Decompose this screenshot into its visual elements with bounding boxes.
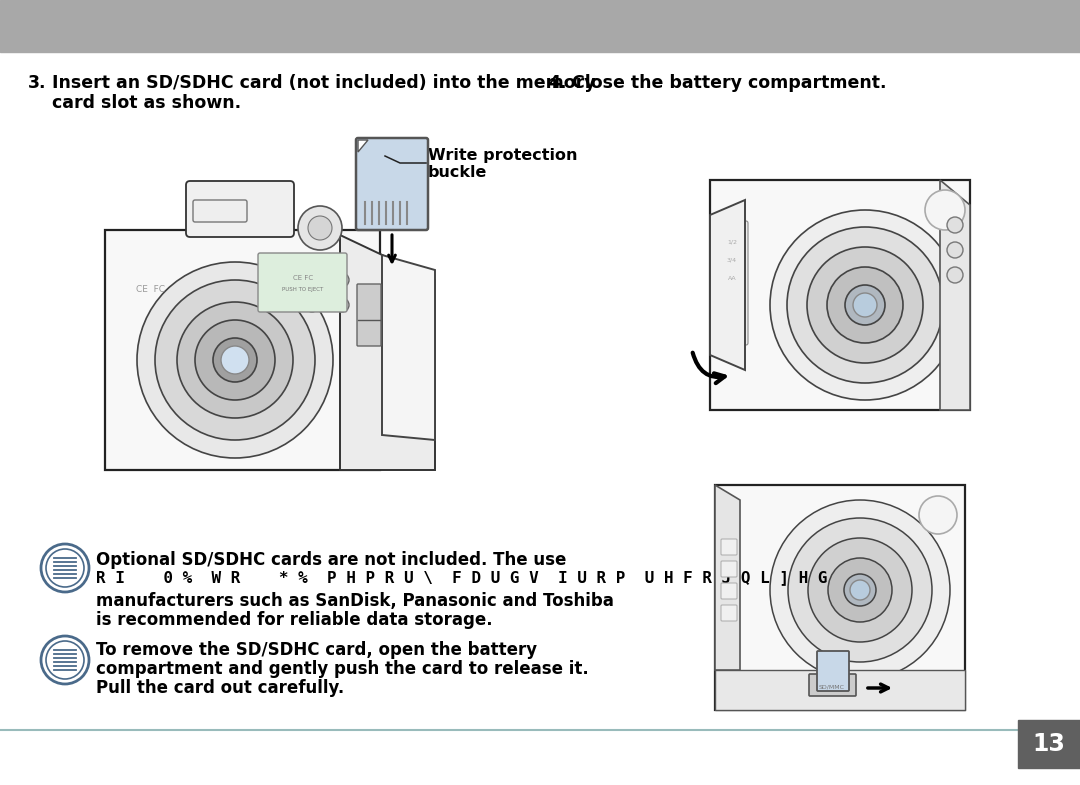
Text: GE: GE xyxy=(929,509,947,521)
Circle shape xyxy=(305,273,319,287)
FancyBboxPatch shape xyxy=(716,221,748,345)
Circle shape xyxy=(41,544,89,592)
Circle shape xyxy=(947,242,963,258)
Text: buckle: buckle xyxy=(428,165,487,180)
Polygon shape xyxy=(715,485,740,670)
Circle shape xyxy=(46,641,84,679)
Circle shape xyxy=(305,298,319,312)
Circle shape xyxy=(845,285,885,325)
Circle shape xyxy=(335,273,349,287)
FancyBboxPatch shape xyxy=(816,651,849,691)
Text: Insert an SD/SDHC card (not included) into the memory: Insert an SD/SDHC card (not included) in… xyxy=(52,74,596,92)
Text: CE  FC: CE FC xyxy=(135,286,164,294)
Text: R I    0 %  W R    * %  P H P R U \  F D U G V  I U R P  U H F R J Q L ] H G: R I 0 % W R * % P H P R U \ F D U G V I … xyxy=(96,570,827,585)
Circle shape xyxy=(221,346,249,374)
Circle shape xyxy=(46,549,84,587)
Circle shape xyxy=(853,293,877,317)
Circle shape xyxy=(843,574,876,606)
Polygon shape xyxy=(710,180,970,410)
Circle shape xyxy=(335,298,349,312)
Circle shape xyxy=(919,496,957,534)
Bar xyxy=(0,0,1080,52)
Text: Close the battery compartment.: Close the battery compartment. xyxy=(572,74,887,92)
Circle shape xyxy=(787,227,943,383)
Circle shape xyxy=(770,500,950,680)
Text: 3/4: 3/4 xyxy=(727,258,737,263)
Circle shape xyxy=(137,262,333,458)
FancyBboxPatch shape xyxy=(193,200,247,222)
Text: CE FC: CE FC xyxy=(293,275,313,281)
Circle shape xyxy=(850,580,870,600)
Polygon shape xyxy=(715,485,966,710)
Polygon shape xyxy=(382,255,435,440)
Circle shape xyxy=(298,206,342,250)
Text: Optional SD/SDHC cards are not included. The use: Optional SD/SDHC cards are not included.… xyxy=(96,551,566,569)
Text: GE: GE xyxy=(935,203,955,217)
Text: is recommended for reliable data storage.: is recommended for reliable data storage… xyxy=(96,611,492,629)
Text: AA: AA xyxy=(728,276,737,281)
Text: Pull the card out carefully.: Pull the card out carefully. xyxy=(96,679,345,697)
Text: 3.: 3. xyxy=(28,74,46,92)
FancyBboxPatch shape xyxy=(809,674,856,696)
Text: compartment and gently push the card to release it.: compartment and gently push the card to … xyxy=(96,660,589,678)
FancyBboxPatch shape xyxy=(721,605,737,621)
Circle shape xyxy=(947,217,963,233)
Circle shape xyxy=(156,280,315,440)
FancyArrowPatch shape xyxy=(692,352,725,383)
Circle shape xyxy=(41,636,89,684)
Circle shape xyxy=(807,247,923,363)
FancyBboxPatch shape xyxy=(357,284,381,346)
Polygon shape xyxy=(105,230,380,470)
Circle shape xyxy=(195,320,275,400)
FancyBboxPatch shape xyxy=(186,181,294,237)
FancyBboxPatch shape xyxy=(258,253,347,312)
FancyBboxPatch shape xyxy=(356,138,428,230)
Polygon shape xyxy=(357,140,370,155)
Text: PUSH TO EJECT: PUSH TO EJECT xyxy=(282,287,324,293)
Text: 1/2: 1/2 xyxy=(727,240,737,245)
Text: 13: 13 xyxy=(1032,732,1066,756)
Circle shape xyxy=(213,338,257,382)
Circle shape xyxy=(947,267,963,283)
Polygon shape xyxy=(710,200,745,370)
Circle shape xyxy=(924,190,966,230)
Polygon shape xyxy=(940,180,970,410)
Polygon shape xyxy=(715,670,966,710)
Circle shape xyxy=(770,210,960,400)
Text: card slot as shown.: card slot as shown. xyxy=(52,94,241,112)
Bar xyxy=(1018,720,1080,768)
Circle shape xyxy=(827,267,903,343)
Circle shape xyxy=(177,302,293,418)
Circle shape xyxy=(828,558,892,622)
Polygon shape xyxy=(357,140,368,152)
Text: SD/MMC: SD/MMC xyxy=(819,685,845,689)
FancyBboxPatch shape xyxy=(721,539,737,555)
Text: manufacturers such as SanDisk, Panasonic and Toshiba: manufacturers such as SanDisk, Panasonic… xyxy=(96,592,613,610)
Text: To remove the SD/SDHC card, open the battery: To remove the SD/SDHC card, open the bat… xyxy=(96,641,537,659)
Circle shape xyxy=(808,538,912,642)
FancyBboxPatch shape xyxy=(721,561,737,577)
Circle shape xyxy=(788,518,932,662)
Text: 4.: 4. xyxy=(548,74,567,92)
FancyBboxPatch shape xyxy=(721,583,737,599)
Polygon shape xyxy=(340,235,435,470)
Text: Write protection: Write protection xyxy=(428,148,578,163)
Circle shape xyxy=(308,216,332,240)
